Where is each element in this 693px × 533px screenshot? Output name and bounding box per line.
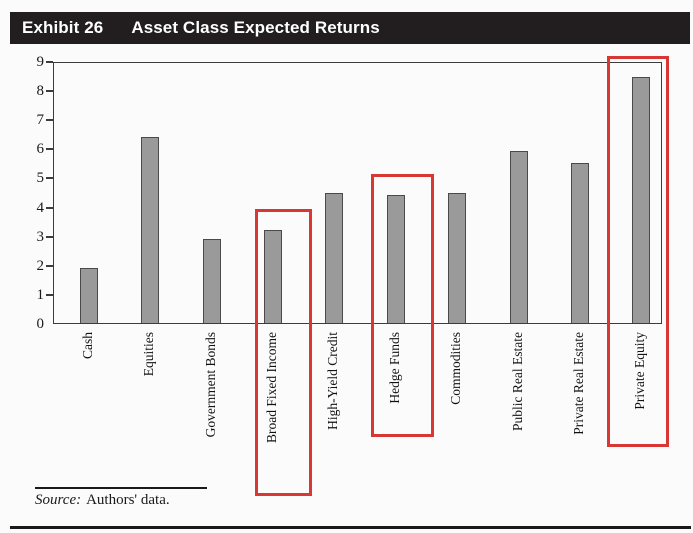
y-tick-mark-9 — [46, 61, 53, 63]
y-tick-label-7: 7 — [36, 112, 45, 129]
x-label-high-yield-credit: High-Yield Credit — [323, 332, 343, 435]
y-tick-label-6: 6 — [36, 141, 45, 158]
x-label-government-bonds: Government Bonds — [201, 332, 221, 442]
x-label-commodities: Commodities — [446, 332, 466, 410]
source-label: Source: — [35, 492, 82, 508]
exhibit-number: Exhibit 26 — [22, 18, 104, 37]
y-tick-label-4: 4 — [36, 199, 45, 216]
y-tick-mark-3 — [46, 235, 53, 238]
exhibit-bottom-rule — [10, 526, 691, 529]
y-tick-mark-7 — [46, 119, 53, 122]
highlight-box-private-equity — [607, 56, 669, 447]
y-tick-label-3: 3 — [36, 228, 45, 245]
y-tick-label-9: 9 — [36, 54, 45, 70]
y-tick-label-1: 1 — [36, 286, 45, 303]
y-tick-mark-6 — [46, 148, 53, 151]
source-text: Authors' data. — [86, 492, 170, 508]
bar-private-equity — [632, 77, 651, 323]
bar-equities — [141, 136, 160, 323]
x-label-cash: Cash — [78, 332, 98, 364]
bar-high-yield-credit — [325, 193, 344, 323]
x-label-text-private-real-estate: Private Real Estate — [570, 332, 586, 435]
y-tick-mark-1 — [46, 293, 53, 296]
x-label-equities: Equities — [139, 332, 159, 381]
y-tick-label-5: 5 — [36, 170, 45, 187]
x-label-private-real-estate: Private Real Estate — [569, 332, 589, 440]
highlight-box-broad-fixed-income — [255, 209, 312, 496]
y-tick-label-8: 8 — [36, 83, 45, 100]
bar-commodities — [448, 193, 467, 323]
y-tick-mark-5 — [46, 177, 53, 180]
bar-government-bonds — [202, 238, 221, 323]
x-label-public-real-estate: Public Real Estate — [508, 332, 528, 436]
y-tick-label-0: 0 — [36, 316, 45, 332]
x-label-text-equities: Equities — [141, 332, 157, 377]
y-tick-mark-4 — [46, 206, 53, 209]
exhibit-title: Asset Class Expected Returns — [131, 18, 380, 37]
y-tick-mark-8 — [46, 90, 53, 93]
exhibit-title-bar: Exhibit 26 Asset Class Expected Returns — [10, 12, 690, 44]
plot-area — [53, 62, 662, 324]
source-divider-line — [35, 487, 207, 489]
bar-hedge-funds — [386, 194, 405, 323]
bar-public-real-estate — [509, 151, 528, 323]
highlight-box-hedge-funds — [371, 174, 434, 437]
x-label-text-public-real-estate: Public Real Estate — [509, 332, 525, 431]
y-tick-label-2: 2 — [36, 257, 45, 274]
bar-cash — [79, 267, 98, 323]
x-label-text-high-yield-credit: High-Yield Credit — [325, 332, 341, 430]
bar-private-real-estate — [570, 162, 589, 323]
x-label-text-cash: Cash — [79, 332, 95, 359]
bar-broad-fixed-income — [263, 229, 282, 323]
source-note: Source: Authors' data. — [35, 492, 170, 509]
x-label-text-government-bonds: Government Bonds — [202, 332, 218, 438]
y-tick-mark-2 — [46, 264, 53, 267]
x-label-text-commodities: Commodities — [448, 332, 464, 405]
